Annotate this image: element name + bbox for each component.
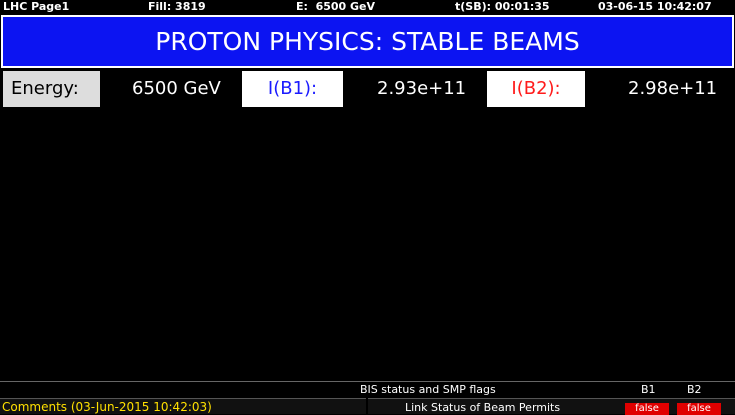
chart-area <box>2 111 733 351</box>
energy-label: Energy: <box>3 71 100 107</box>
b2-permit-flag: false <box>677 403 721 415</box>
x-tick-label: 08:00 <box>251 335 277 344</box>
x-tick-label: 02:00 <box>482 280 508 289</box>
series-line <box>61 149 323 323</box>
y-tick-label: 2.5 <box>390 185 403 194</box>
y-tick-label: 0 <box>398 269 403 278</box>
x-tick-label: 04:00 <box>533 280 559 289</box>
legend-label: ALICE <box>433 293 456 301</box>
series-line <box>61 146 323 323</box>
legend-label: LHCb <box>521 293 541 301</box>
x-tick-label: 10:00 <box>685 280 711 289</box>
b1-header: B1 <box>641 383 656 396</box>
x-tick-label: 06:00 <box>208 335 234 344</box>
y-tick-label: 2 <box>398 202 403 211</box>
plot-frame <box>407 142 716 274</box>
x-tick-label: 08:00 <box>634 280 660 289</box>
chart-header <box>8 117 365 131</box>
b1-label: I(B1): <box>242 71 343 107</box>
series-line <box>62 149 322 317</box>
beam-mode-banner: PROTON PHYSICS: STABLE BEAMS <box>1 15 734 68</box>
chart-panel <box>7 116 366 347</box>
y-tick-label: 1E11 <box>37 266 57 275</box>
y-tick-label: 2.5E11 <box>29 180 57 189</box>
series-line <box>407 160 716 274</box>
y-axis-label: Luminosity / 1e30 cm-2s-1 <box>360 148 369 267</box>
energy-value: 6500 GeV <box>132 78 221 99</box>
y-tick-label: 1.5E11 <box>29 237 57 246</box>
divider <box>0 381 735 382</box>
b2-intensity: 2.98e+11 <box>628 78 718 99</box>
y-axis-label: Intensity <box>14 216 23 257</box>
comments-title: Comments (03-Jun-2015 10:42:03) <box>2 400 212 414</box>
y2-tick-label: 2000 <box>327 269 347 278</box>
beam-energy: E: 6500 GeV <box>296 0 376 13</box>
y2-axis-label: Energy (GeV) <box>354 207 363 267</box>
y-tick-label: 3.5 <box>390 152 403 161</box>
b2-header: B2 <box>687 383 702 396</box>
fill-number: Fill: 3819 <box>148 0 206 13</box>
y-tick-label: 1 <box>398 235 403 244</box>
chart-updated: Updated: 10:42:08 <box>273 120 362 130</box>
plot-frame <box>61 145 323 329</box>
x-tick-label: 00:00 <box>432 280 458 289</box>
legend-label: CMS <box>477 293 494 301</box>
y-tick-label: 3E11 <box>37 151 57 160</box>
y-tick-label: 0E0 <box>42 324 57 333</box>
y-tick-label: 2E11 <box>37 209 57 218</box>
y2-tick-label: 4000 <box>327 214 347 223</box>
legend-box <box>372 288 726 344</box>
y2-tick-label: 1000 <box>327 296 347 305</box>
b1-intensity: 2.93e+11 <box>377 78 467 99</box>
page-name: LHC Page1 <box>3 0 70 13</box>
y-tick-label: 1.5 <box>390 219 403 228</box>
b1-permit-flag: false <box>625 403 669 415</box>
y-tick-label: 5E10 <box>37 295 57 304</box>
timestamp: 03-06-15 10:42:07 <box>598 0 712 13</box>
series-line <box>407 252 716 274</box>
legend-label: ATLAS <box>389 293 414 301</box>
x-tick-label: 00:00 <box>80 335 106 344</box>
x-tick-label: 04:00 <box>165 335 191 344</box>
chart-title: Instantaneous Luminosity <box>374 120 499 130</box>
y2-tick-label: 5000 <box>327 187 347 196</box>
y2-tick-label: 6000 <box>327 159 347 168</box>
x-tick-label: 10:00 <box>294 335 320 344</box>
chart-panel <box>369 116 729 347</box>
chart-updated: Updated: 10:42:05 <box>636 120 725 130</box>
comments-bar <box>0 398 366 414</box>
series-line <box>407 160 716 274</box>
chart-header <box>370 117 728 131</box>
link-status-title: Link Status of Beam Permits <box>405 401 561 414</box>
y2-tick-label: 3000 <box>327 241 347 250</box>
x-tick-label: 06:00 <box>583 280 609 289</box>
b2-label: I(B2): <box>487 71 585 107</box>
y-tick-label: 0.5 <box>390 252 403 261</box>
series-line <box>407 257 716 274</box>
y2-tick-label: 0 <box>327 324 332 333</box>
chart-title: FBCT Intensity and Beam Energy <box>12 120 169 130</box>
x-tick-label: 02:00 <box>122 335 148 344</box>
bis-title: BIS status and SMP flags <box>360 383 496 396</box>
y-tick-label: 3 <box>398 169 403 178</box>
time-stable-beams: t(SB): 00:01:35 <box>455 0 550 13</box>
